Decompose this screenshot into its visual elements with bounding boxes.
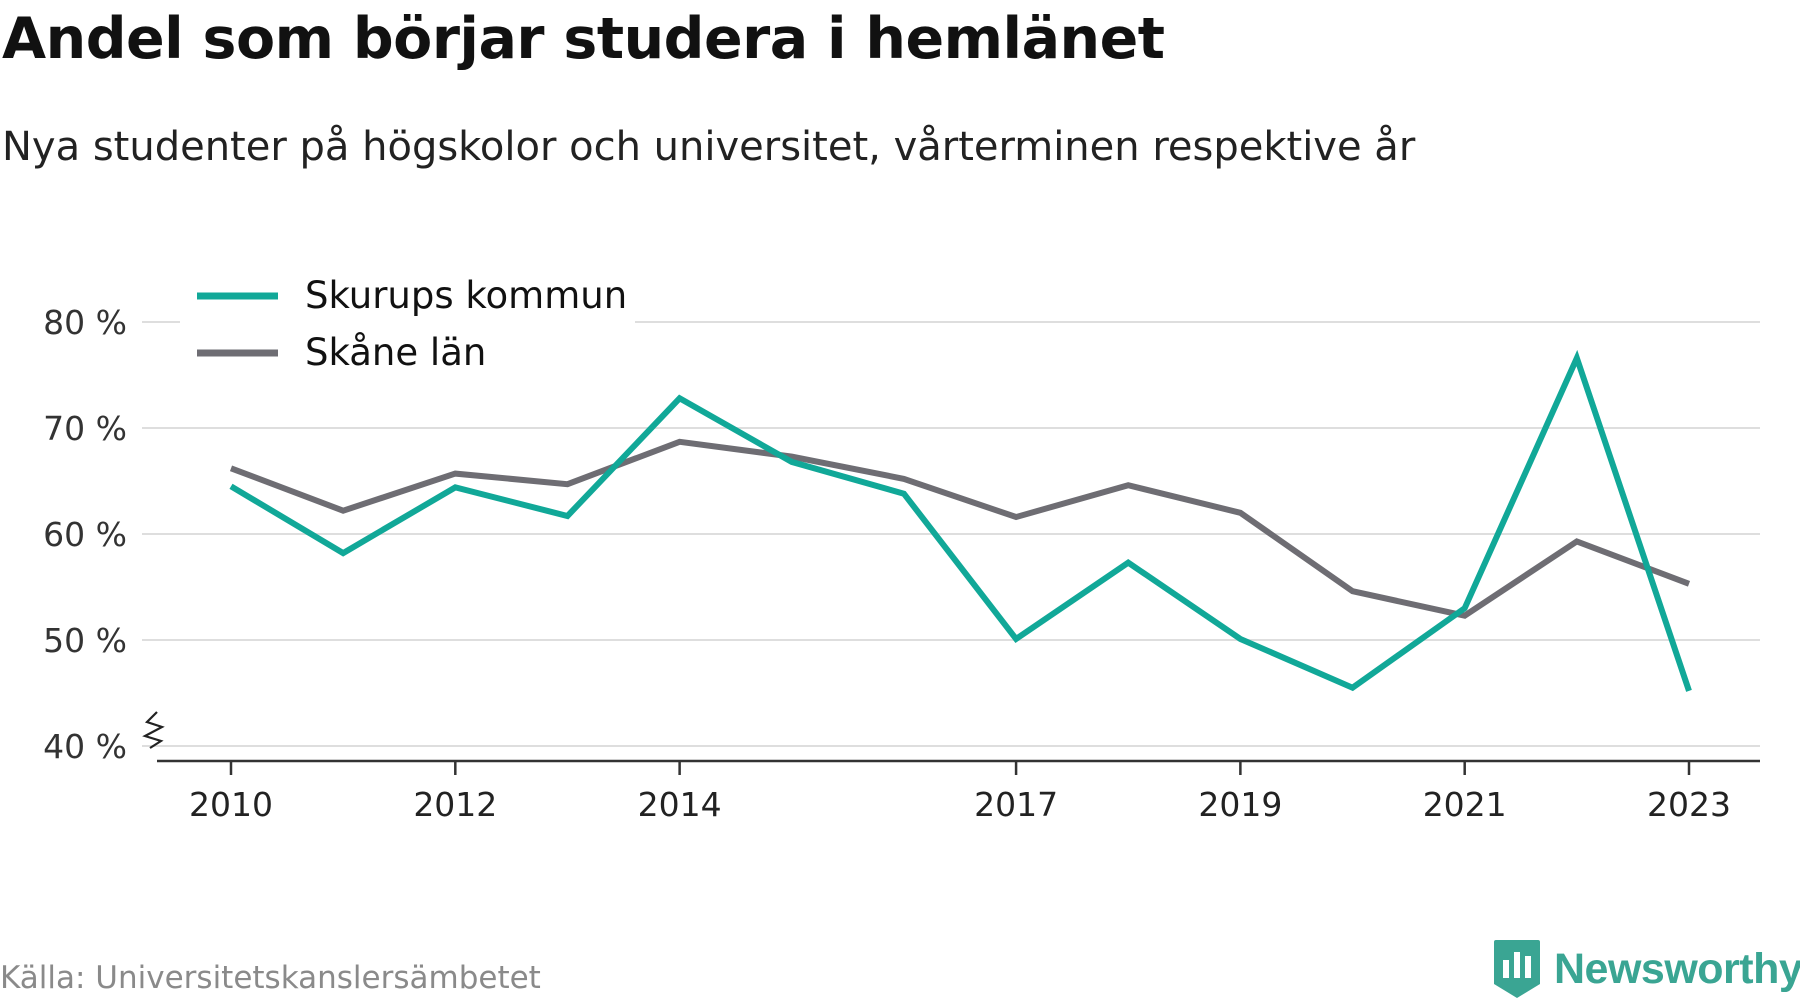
x-tick-label: 2014	[638, 785, 722, 824]
line-chart: 2010 2012 2014 2017 2019 2021 2023 40 % 50 % 60 …	[43, 262, 1760, 824]
legend: Skurups kommun Skåne län	[180, 262, 635, 374]
x-tick-label: 2019	[1198, 785, 1282, 824]
legend-label: Skurups kommun	[305, 274, 627, 317]
y-axis-labels: 40 % 50 % 60 % 70 % 80 %	[43, 303, 127, 766]
x-tick-label: 2023	[1647, 785, 1731, 824]
newsworthy-icon	[1494, 940, 1540, 998]
brand-name: Newsworthy	[1554, 944, 1800, 993]
x-tick-label: 2021	[1423, 785, 1507, 824]
y-tick-label: 60 %	[43, 515, 127, 554]
legend-label: Skåne län	[305, 331, 486, 374]
y-tick-label: 40 %	[43, 727, 127, 766]
series-line-skurups-kommun	[229, 349, 1692, 692]
x-tick-label: 2012	[413, 785, 497, 824]
axis-break-icon	[142, 711, 165, 749]
newsworthy-logo: Newsworthy	[1492, 938, 1800, 1000]
x-tick-label: 2010	[189, 785, 273, 824]
grid-lines	[142, 321, 1760, 747]
chart-title: Andel som börjar studera i hemlänet	[2, 6, 1165, 72]
chart-subtitle: Nya studenter på högskolor och universit…	[2, 124, 1416, 170]
y-tick-label: 70 %	[43, 409, 127, 448]
series-line-skåne-län	[229, 438, 1691, 619]
data-series	[229, 349, 1692, 692]
y-tick-label: 80 %	[43, 303, 127, 342]
x-tick-label: 2017	[974, 785, 1058, 824]
source-note: Källa: Universitetskanslersämbetet	[0, 960, 541, 996]
y-tick-label: 50 %	[43, 621, 127, 660]
x-axis: 2010 2012 2014 2017 2019 2021 2023	[142, 711, 1760, 824]
